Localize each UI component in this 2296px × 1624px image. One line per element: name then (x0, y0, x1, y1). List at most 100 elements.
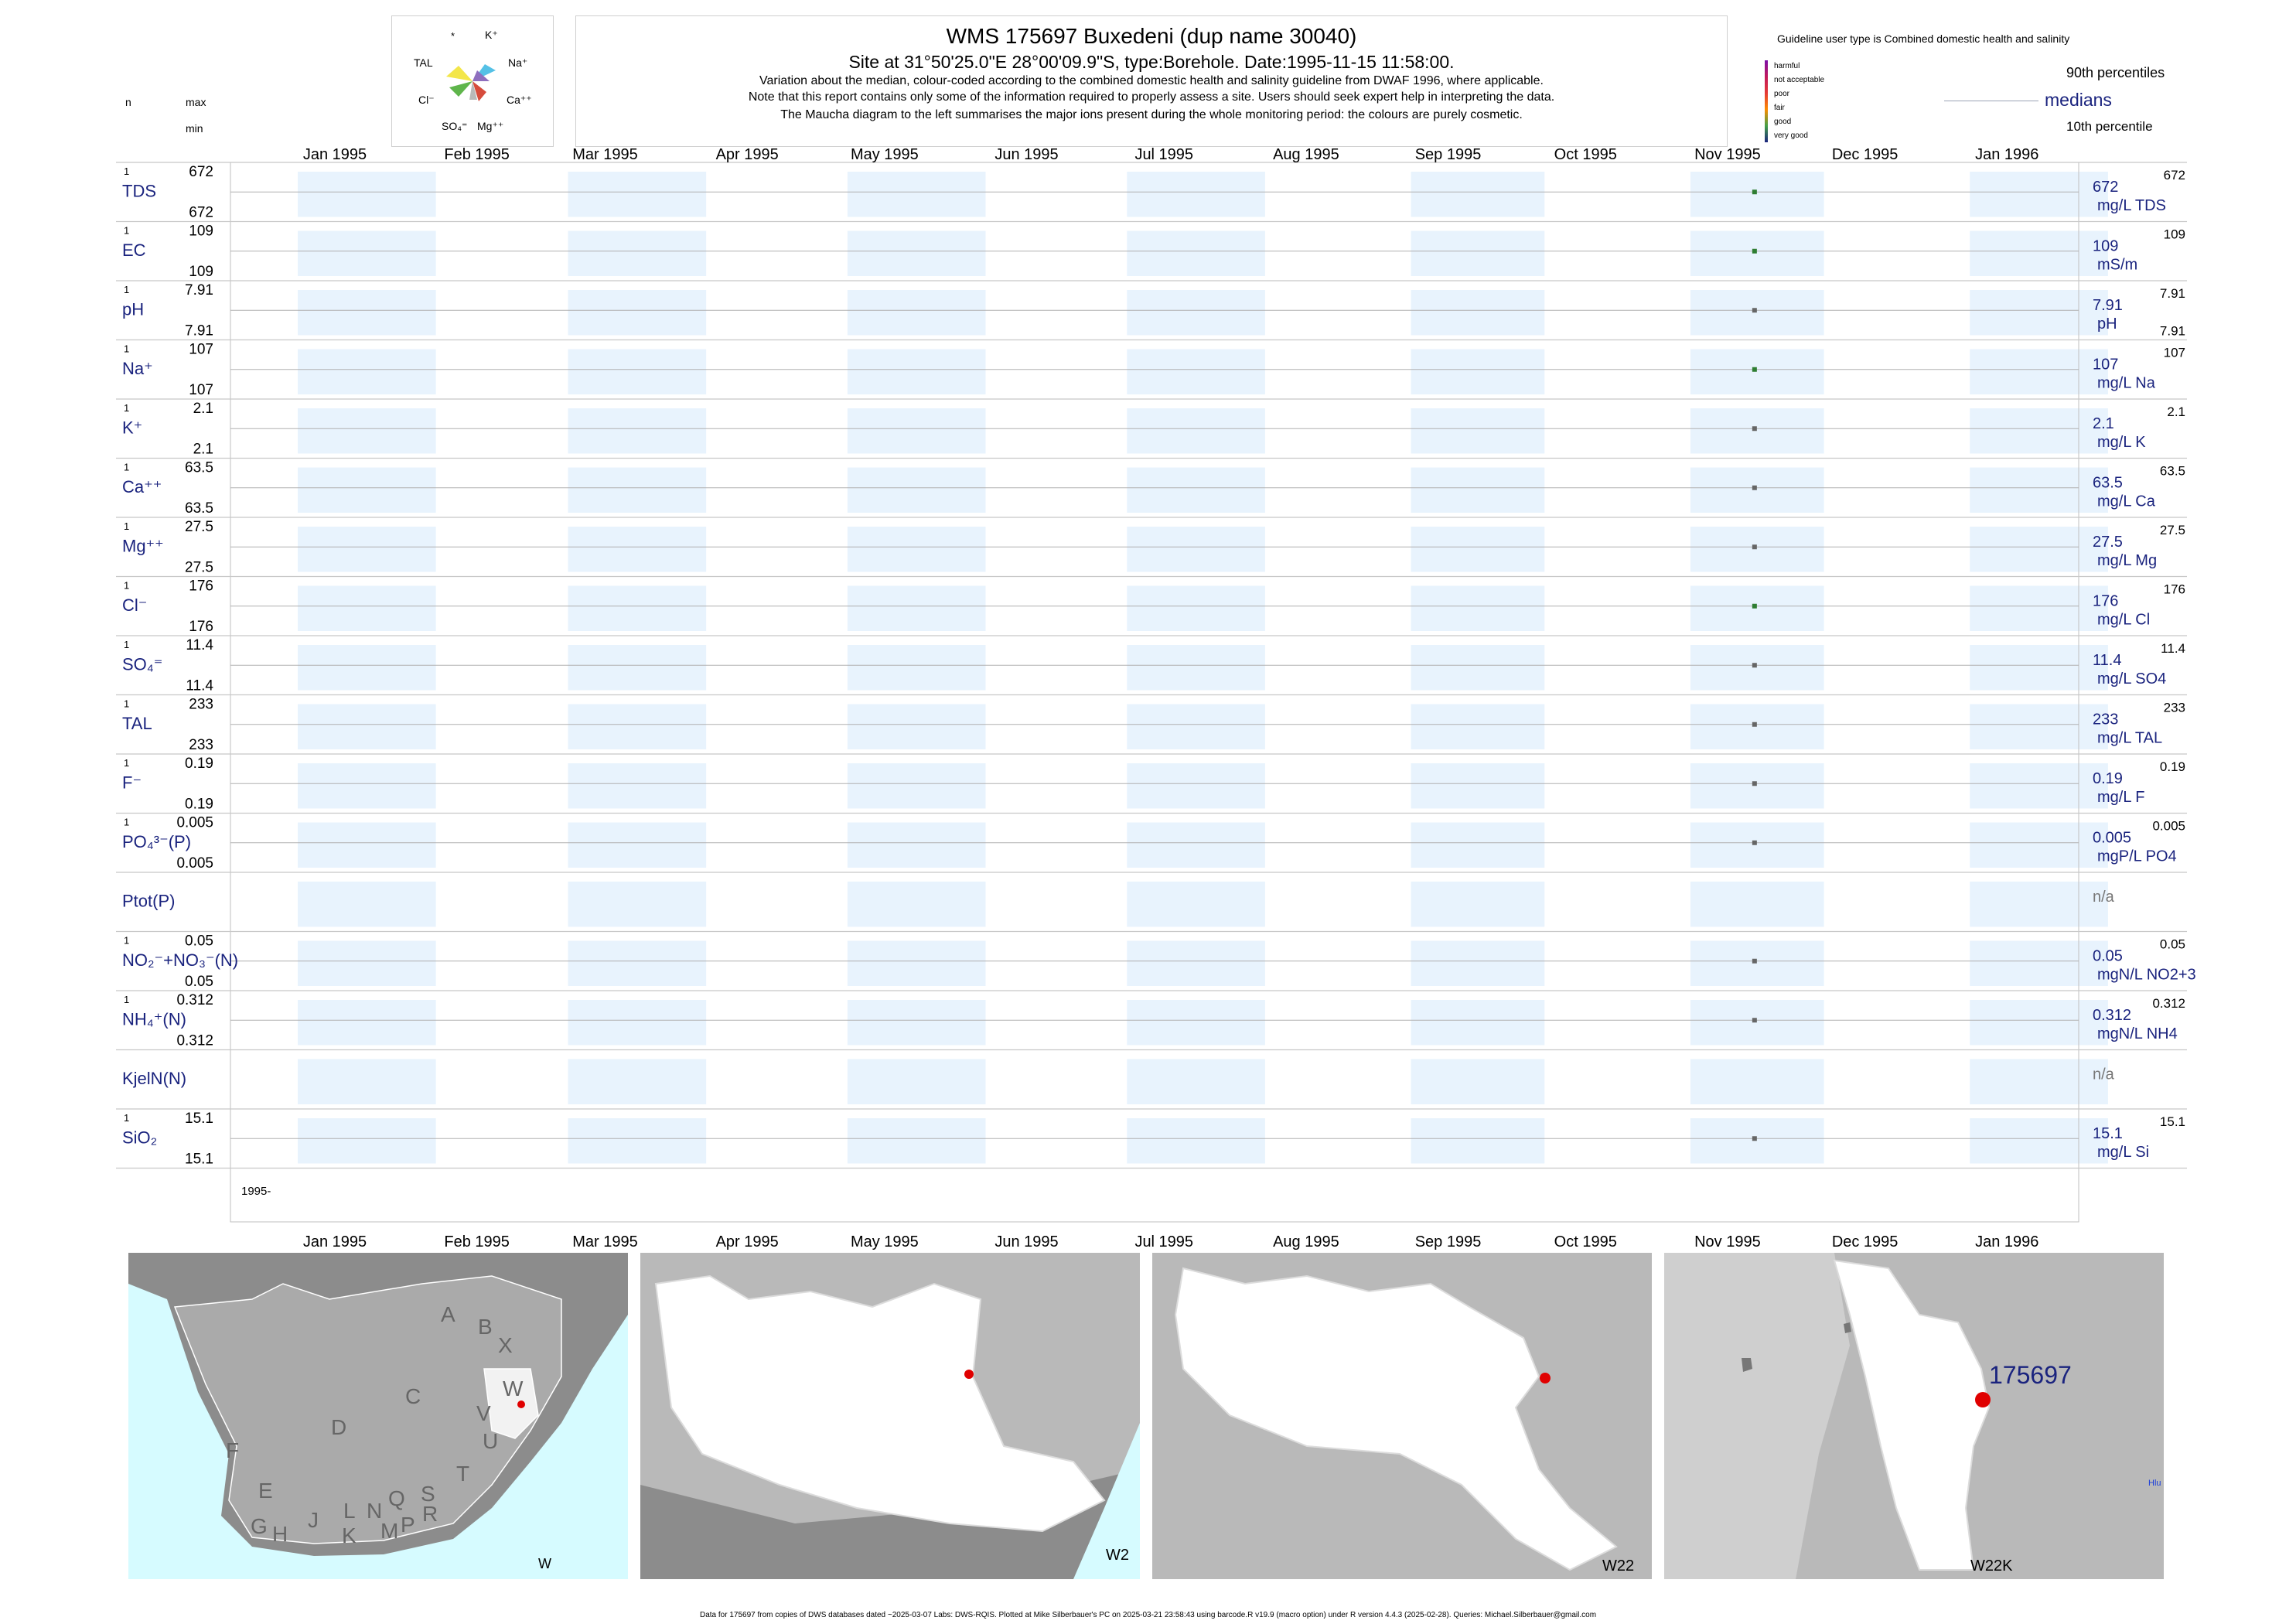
region-letter-v: V (476, 1401, 491, 1425)
month-band (568, 645, 707, 691)
month-band (1970, 1118, 2108, 1164)
p90-value: 109 (2164, 227, 2185, 242)
maucha-label-so4: SO₄⁼ (442, 120, 468, 132)
month-label-bottom: Mar 1995 (572, 1233, 638, 1250)
site-label: 175697 (1989, 1361, 2072, 1389)
parameter-label: TAL (122, 714, 152, 733)
min-value: 0.19 (185, 797, 213, 813)
map-site-marker (517, 1401, 525, 1408)
max-value: 11.4 (186, 637, 213, 653)
month-band (1127, 940, 1265, 986)
month-band (1127, 230, 1265, 276)
median-value: 7.91 (2093, 297, 2123, 314)
region-letter-s: S (421, 1482, 435, 1506)
max-value: 15.1 (185, 1111, 213, 1127)
median-value: 176 (2093, 593, 2118, 610)
month-band (1970, 940, 2108, 986)
map-site-marker (964, 1370, 974, 1379)
month-band (1127, 408, 1265, 454)
month-band (298, 882, 436, 927)
p90-value: 63.5 (2160, 464, 2185, 479)
region-letter-g: G (251, 1514, 268, 1538)
note-line-2: Note that this report contains only some… (748, 90, 1555, 104)
page-title: WMS 175697 Buxedeni (dup name 30040) (946, 24, 1357, 48)
map-catchment-shape (1833, 1259, 1991, 1571)
unit-label: mg/L Cl (2097, 612, 2150, 629)
n-count: 1 (124, 639, 129, 650)
map-panel-w22: W22 (1152, 1253, 1652, 1579)
month-band (1970, 1000, 2108, 1046)
month-band (298, 585, 436, 631)
map-ocean (1073, 1423, 1140, 1579)
month-band (847, 290, 986, 336)
month-band (1127, 763, 1265, 809)
month-label-top: Oct 1995 (1554, 146, 1617, 163)
min-value: 0.312 (176, 1033, 213, 1049)
map-outside-region (640, 1469, 1140, 1579)
month-band (1411, 940, 1545, 986)
legend-harmful: harmful (1774, 62, 1800, 70)
map-dam (1742, 1358, 1752, 1372)
data-point (1752, 722, 1757, 727)
maucha-label-star: * (451, 30, 455, 42)
month-label-bottom: Jul 1995 (1134, 1233, 1193, 1250)
month-band (847, 1000, 986, 1046)
month-band (1127, 467, 1265, 513)
month-band (1690, 940, 1824, 986)
month-band (847, 230, 986, 276)
parameter-label: Ca⁺⁺ (122, 477, 162, 496)
month-band (1690, 763, 1824, 809)
parameter-label: PO₄³⁻(P) (122, 832, 191, 851)
month-label-top: Jan 1995 (303, 146, 367, 163)
month-band (568, 940, 707, 986)
data-point (1752, 603, 1757, 609)
maucha-diagram-box: * K⁺ TAL Na⁺ Cl⁻ Ca⁺⁺ SO₄⁼ Mg⁺⁺ (391, 15, 554, 147)
max-value: 0.312 (176, 992, 213, 1008)
data-point (1752, 485, 1757, 490)
data-point (1752, 663, 1757, 668)
month-band (298, 940, 436, 986)
region-letter-t: T (456, 1462, 470, 1486)
min-value: 27.5 (185, 560, 213, 576)
month-band (847, 467, 986, 513)
month-band (568, 408, 707, 454)
max-value: 0.005 (176, 815, 213, 831)
month-band (847, 704, 986, 749)
min-value: 176 (189, 619, 213, 635)
month-band (1411, 172, 1545, 217)
maucha-petal-purple (473, 70, 490, 81)
month-band (1970, 349, 2108, 394)
month-label-top: Jul 1995 (1134, 146, 1193, 163)
region-letter-w: W (503, 1377, 524, 1401)
month-band (847, 763, 986, 809)
region-letter-r: R (422, 1502, 438, 1526)
legend-p90: 90th percentiles (2066, 65, 2165, 80)
maucha-label-k: K⁺ (485, 29, 498, 41)
month-band (1127, 1000, 1265, 1046)
min-value: 7.91 (185, 323, 213, 339)
month-band (1690, 645, 1824, 691)
unit-label: pH (2097, 316, 2117, 333)
month-band (1411, 763, 1545, 809)
legend-color-bar (1765, 60, 1768, 142)
month-band (568, 467, 707, 513)
max-value: 672 (189, 164, 213, 180)
max-value: 176 (189, 578, 213, 595)
month-band (1411, 645, 1545, 691)
unit-label: mg/L Mg (2097, 552, 2157, 569)
unit-label: mS/m (2097, 257, 2137, 274)
region-letter-c: C (405, 1384, 421, 1408)
month-band (1127, 1118, 1265, 1164)
maucha-label-tal: TAL (414, 56, 433, 69)
n-count: 1 (124, 580, 129, 592)
month-band (1970, 763, 2108, 809)
month-band (1411, 230, 1545, 276)
month-label-top: Jan 1996 (1975, 146, 2038, 163)
maucha-petal-grey (469, 81, 477, 100)
month-band (298, 763, 436, 809)
month-label-bottom: Jan 1995 (303, 1233, 367, 1250)
region-letter-a: A (441, 1302, 455, 1326)
month-band (1690, 585, 1824, 631)
median-value: 672 (2093, 179, 2118, 196)
unit-label: mgN/L NO2+3 (2097, 967, 2196, 984)
